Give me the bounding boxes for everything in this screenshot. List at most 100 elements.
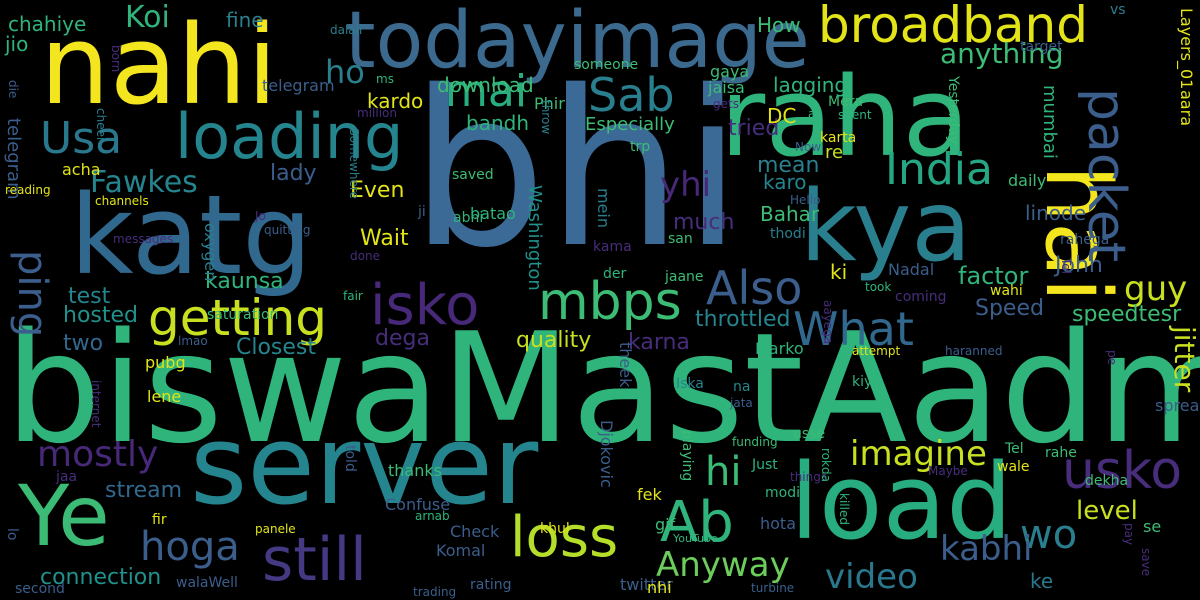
word: Phir	[534, 94, 565, 113]
word: mai	[445, 66, 528, 117]
word: hai	[1025, 165, 1130, 303]
word: saturation	[207, 307, 279, 323]
word: video	[825, 557, 918, 597]
word: What	[793, 302, 914, 356]
word: Yesterday	[945, 76, 961, 144]
word: mostly	[37, 434, 159, 475]
word: Check	[450, 522, 500, 541]
word: ho	[325, 53, 365, 91]
word: Yesterday	[1188, 598, 1193, 599]
word: trp	[630, 139, 651, 155]
word: pubg	[145, 353, 186, 372]
word: aara	[1177, 90, 1196, 126]
word: million	[357, 106, 397, 120]
word: ke	[1030, 569, 1054, 593]
word: dega	[375, 326, 430, 351]
word: theek	[616, 342, 635, 388]
word: acha	[62, 160, 101, 179]
word: messages	[113, 232, 174, 246]
word: ji	[418, 204, 426, 220]
word: gaya	[710, 62, 750, 81]
word: trading	[413, 585, 457, 599]
word: Washington	[524, 185, 545, 291]
word: packet	[1076, 88, 1136, 263]
word: Just	[752, 457, 778, 473]
word: Wait	[360, 226, 409, 251]
word: two	[63, 331, 104, 356]
word: twitter	[620, 575, 673, 594]
word: target	[1020, 39, 1063, 55]
word: throw	[539, 100, 553, 135]
word: san	[668, 231, 693, 247]
word: rahe	[1045, 445, 1077, 461]
word: batao	[470, 204, 516, 223]
word: Also	[706, 261, 803, 315]
word: hi	[705, 449, 742, 495]
word: lmao	[178, 334, 208, 348]
word: kardo	[367, 89, 424, 113]
word: download	[437, 73, 534, 97]
word: Especially	[585, 114, 675, 135]
word: Jo	[255, 209, 266, 223]
word: re	[825, 142, 844, 163]
word: Ye	[18, 467, 110, 565]
word: lene	[147, 387, 182, 406]
word: turbine	[751, 581, 795, 595]
word: Usa	[40, 113, 123, 164]
word: Tel	[1059, 258, 1073, 275]
word: fir	[152, 512, 167, 528]
word: Ab	[660, 490, 734, 555]
word: lady	[270, 161, 317, 186]
word: dalali	[330, 23, 363, 37]
word: usse	[793, 426, 826, 442]
word: fine	[226, 8, 264, 32]
word: saved	[452, 167, 494, 183]
word: save	[1139, 548, 1153, 577]
word: second	[15, 581, 65, 597]
word: todayimage	[345, 0, 810, 86]
word: Koi	[125, 0, 170, 35]
word: Djokovic	[597, 420, 616, 488]
word: imagine	[850, 434, 987, 474]
word: telegram	[3, 118, 24, 200]
word: hosted	[63, 303, 138, 328]
word: test	[68, 284, 111, 309]
word: raha	[720, 53, 970, 181]
word: things	[790, 470, 828, 484]
word: Maybe	[928, 464, 968, 478]
word: done	[350, 249, 380, 263]
word: throttled	[695, 307, 791, 332]
word: nahi	[40, 1, 278, 129]
word: told	[342, 445, 358, 472]
word: load	[790, 441, 1013, 563]
word: arnab	[415, 509, 450, 523]
word: gif	[655, 515, 676, 534]
word: John	[1055, 253, 1103, 278]
word: mumbai	[1039, 85, 1060, 159]
word: kaunsa	[205, 269, 284, 294]
word: guy	[1124, 269, 1188, 309]
word: playing	[679, 430, 695, 482]
word: bandh	[466, 111, 529, 135]
word: yhi	[660, 165, 712, 205]
word: lo	[4, 528, 20, 541]
word: ms	[376, 72, 394, 86]
word: cheer	[94, 108, 108, 142]
word: factor	[958, 262, 1029, 290]
word: kya	[800, 170, 972, 284]
word: fast	[752, 458, 754, 459]
word: server	[190, 401, 539, 529]
word: jitter	[1168, 326, 1200, 393]
word: How	[757, 13, 801, 37]
word: jio	[5, 32, 29, 56]
word: modi	[765, 485, 800, 501]
word: loading	[175, 100, 404, 173]
word: chahiye	[8, 12, 87, 36]
word: wale	[997, 459, 1030, 475]
word: Bahar	[760, 202, 820, 226]
word: killed	[837, 493, 851, 525]
word: aayega	[821, 300, 835, 345]
word: oxygen	[201, 223, 220, 282]
word: ping	[9, 250, 55, 338]
word: someone	[574, 57, 639, 73]
